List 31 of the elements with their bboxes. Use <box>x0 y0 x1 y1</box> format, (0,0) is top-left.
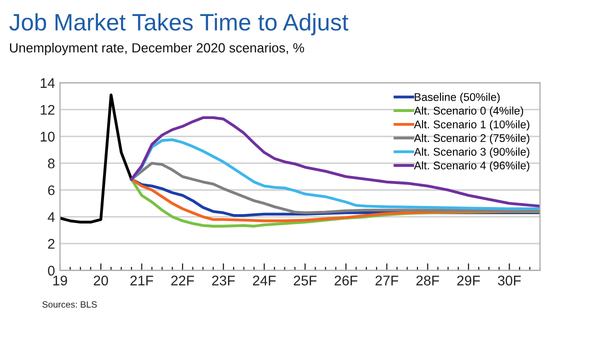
x-tick-label: 22F <box>171 276 194 286</box>
y-tick-label: 10 <box>40 132 55 142</box>
x-tick-label: 24F <box>252 276 276 286</box>
y-tick-label: 4 <box>48 212 55 222</box>
x-tick-label: 19 <box>53 276 68 286</box>
legend-label: Alt. Scenario 3 (90%ile) <box>414 148 530 158</box>
x-tick-label: 27F <box>376 276 398 286</box>
chart-title: Job Market Takes Time to Adjust <box>9 13 348 36</box>
x-tick-label: 21F <box>130 276 154 286</box>
x-tick-label: 20 <box>94 276 108 286</box>
x-tick-label: 26F <box>334 276 358 286</box>
y-tick-label: 6 <box>48 185 55 196</box>
line-series <box>60 93 133 224</box>
x-tick-label: 25F <box>294 276 317 286</box>
source-note: Sources: BLS <box>42 301 97 308</box>
line-series <box>130 116 540 208</box>
x-tick-label: 29F <box>457 276 480 286</box>
y-tick-label: 8 <box>48 158 55 168</box>
x-tick-label: 30F <box>498 276 521 286</box>
legend-label: Alt. Scenario 2 (75%ile) <box>414 134 530 144</box>
y-tick-label: 2 <box>48 238 54 249</box>
legend-label: Alt. Scenario 0 (4%ile) <box>414 106 524 117</box>
x-tick-label: 28F <box>416 276 440 286</box>
y-tick-label: 12 <box>40 104 54 115</box>
x-tick-label: 23F <box>212 276 235 286</box>
y-tick-label: 0 <box>48 266 55 276</box>
legend-label: Alt. Scenario 4 (96%ile) <box>414 161 530 172</box>
legend-label: Baseline (50%ile) <box>414 92 500 104</box>
chart-subtitle: Unemployment rate, December 2020 scenarios, % <box>10 42 304 56</box>
legend-label: Alt. Scenario 1 (10%ile) <box>414 120 530 131</box>
y-tick-label: 14 <box>40 78 55 88</box>
